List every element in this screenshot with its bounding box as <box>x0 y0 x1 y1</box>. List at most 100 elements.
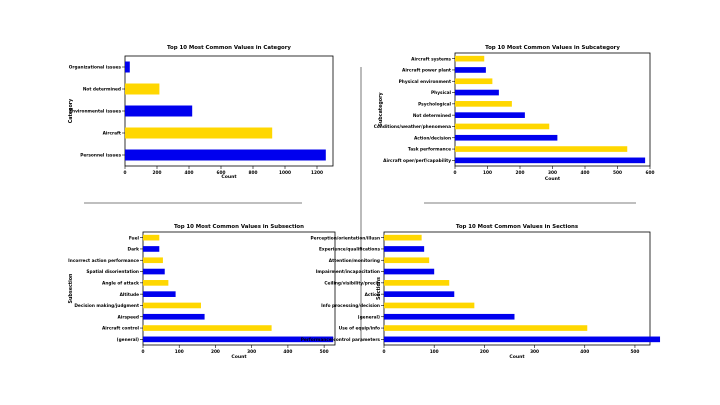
x-tick-label: 400 <box>580 349 589 355</box>
x-tick-label: 0 <box>383 349 386 355</box>
bar <box>125 61 130 73</box>
x-tick-label: 100 <box>483 170 492 176</box>
bar <box>384 325 588 331</box>
bar <box>455 78 493 85</box>
x-tick-label: 100 <box>430 349 439 355</box>
x-tick-label: 0 <box>142 349 145 355</box>
chart-title: Top 10 Most Common Values in Category <box>167 45 291 51</box>
bar <box>143 268 165 275</box>
subsection-chart: (general) Aircraft control Airspeed Decisio… <box>68 224 336 360</box>
category-label: Info processing/decision <box>321 303 380 309</box>
x-tick-label: 600 <box>646 170 655 176</box>
x-tick-label: 400 <box>581 170 590 176</box>
bar <box>384 302 475 309</box>
x-tick-label: 200 <box>211 349 220 355</box>
bar <box>455 157 646 164</box>
category-label: Altitude <box>120 292 140 298</box>
category-label: Aircraft power plant <box>402 68 451 74</box>
x-tick-label: 400 <box>185 170 194 176</box>
x-axis-label: Count <box>509 354 525 360</box>
category-label: Performance/control parameters <box>301 337 381 343</box>
x-tick-label: 200 <box>480 349 489 355</box>
sections-chart: Performance/control parameters Use of equ… <box>301 224 661 360</box>
x-tick-label: 300 <box>247 349 256 355</box>
bar <box>143 336 334 343</box>
bar <box>143 280 169 286</box>
x-tick-label: 100 <box>175 349 184 355</box>
plot-frame <box>142 231 336 346</box>
category-label: Conditions/weather/phenomena <box>374 124 451 130</box>
category-label: Action <box>365 292 380 298</box>
category-label: Decision making/judgment <box>74 303 139 309</box>
bar <box>384 280 450 286</box>
bar <box>455 67 486 73</box>
x-tick-label: 200 <box>153 170 162 176</box>
category-label: (general) <box>117 337 139 343</box>
x-tick-label: 800 <box>249 170 258 176</box>
category-label: Not determined <box>83 87 121 93</box>
x-tick-label: 300 <box>548 170 557 176</box>
category-label: Not determined <box>413 113 451 119</box>
chart-title: Top 10 Most Common Values in Sections <box>456 224 578 230</box>
category-label: Aircraft <box>103 131 121 137</box>
x-tick-label: 500 <box>630 349 639 355</box>
category-label: Spatial disorientation <box>86 269 139 275</box>
chart-title: Top 10 Most Common Values in Subcategory <box>485 45 620 51</box>
category-label: Incorrect action performance <box>68 258 139 264</box>
category-label: Aircraft control <box>102 326 140 332</box>
bar <box>143 246 160 252</box>
x-tick-label: 1000 <box>279 170 291 176</box>
category-label: Use of equip/info <box>339 326 380 332</box>
bar <box>384 268 435 275</box>
category-label: Fuel <box>129 235 140 241</box>
category-label: Ceiling/visibility/precip <box>324 280 380 286</box>
category-label: Impairment/incapacitation <box>316 269 380 275</box>
category-label: Aircraft systems <box>411 56 451 62</box>
category-label: Airspeed <box>118 314 139 320</box>
category-label: Experience/qualifications <box>319 247 380 253</box>
bar <box>143 291 176 297</box>
bar <box>143 325 272 331</box>
subcategory-chart: Aircraft oper/perf/capability Task perfor… <box>374 45 655 182</box>
x-tick-label: 0 <box>124 170 127 176</box>
bar <box>455 89 499 96</box>
category-label: Perception/orientation/illusn <box>311 235 381 241</box>
x-tick-label: 400 <box>283 349 292 355</box>
category-label: Dark <box>128 247 140 253</box>
bar <box>125 127 273 139</box>
x-tick-label: 500 <box>613 170 622 176</box>
category-label: Personnel issues <box>80 153 121 159</box>
plot-frame <box>383 231 651 346</box>
bar <box>384 313 515 320</box>
bar <box>455 55 485 62</box>
category-label: (general) <box>358 314 380 320</box>
y-axis-label: Subcategory <box>378 92 384 127</box>
x-tick-label: 200 <box>516 170 525 176</box>
bar <box>125 83 160 95</box>
y-axis-label: Category <box>68 98 74 123</box>
bar <box>384 291 455 297</box>
bar <box>384 234 422 241</box>
x-axis-label: Count <box>231 354 247 360</box>
x-tick-label: 500 <box>320 349 329 355</box>
x-axis-label: Count <box>545 176 561 182</box>
bar <box>125 149 326 161</box>
x-tick-label: 600 <box>217 170 226 176</box>
bar <box>384 257 430 264</box>
category-label: Task performance <box>408 147 451 153</box>
category-label: Action/decision <box>414 135 451 141</box>
y-axis-label: Sections <box>376 277 382 300</box>
category-label: Aircraft oper/perf/capability <box>383 158 451 164</box>
x-tick-label: 1200 <box>311 170 323 176</box>
bar <box>455 146 628 152</box>
category-label: Attention/monitoring <box>329 258 380 264</box>
x-tick-label: 0 <box>454 170 457 176</box>
category-label: Psychological <box>418 101 451 107</box>
category-chart: Personnel issues Aircraft Environmental is… <box>68 45 334 180</box>
category-label: Angle of attack <box>102 280 139 286</box>
x-tick-label: 300 <box>530 349 539 355</box>
bar <box>455 101 512 107</box>
bar <box>143 302 201 309</box>
bar <box>143 257 163 264</box>
